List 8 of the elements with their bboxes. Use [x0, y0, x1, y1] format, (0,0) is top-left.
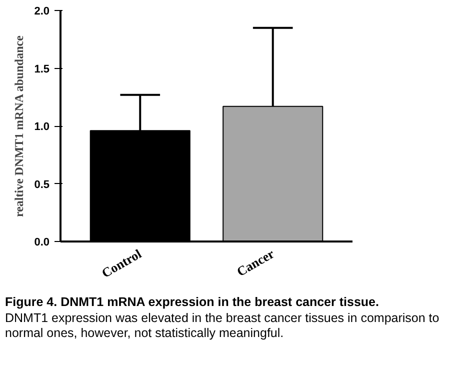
- y-tick-label: 0.0: [34, 236, 50, 248]
- text: Figure 4. DNMT1 mRNA expression in the breast cancer tissue.: [5, 295, 379, 309]
- y-tick-label: 2.0: [34, 6, 50, 18]
- y-axis-title: realtive DNMT1 mRNA abundance: [12, 34, 26, 218]
- text: DNMT1 expression was elevated in the breast cancer tissues in comparison to normal ones, however, not statistically meaningful.: [5, 310, 440, 340]
- y-tick-label: 1.0: [34, 121, 50, 133]
- y-tick-label: 0.5: [34, 178, 50, 191]
- y-tick-label: 1.5: [34, 63, 50, 76]
